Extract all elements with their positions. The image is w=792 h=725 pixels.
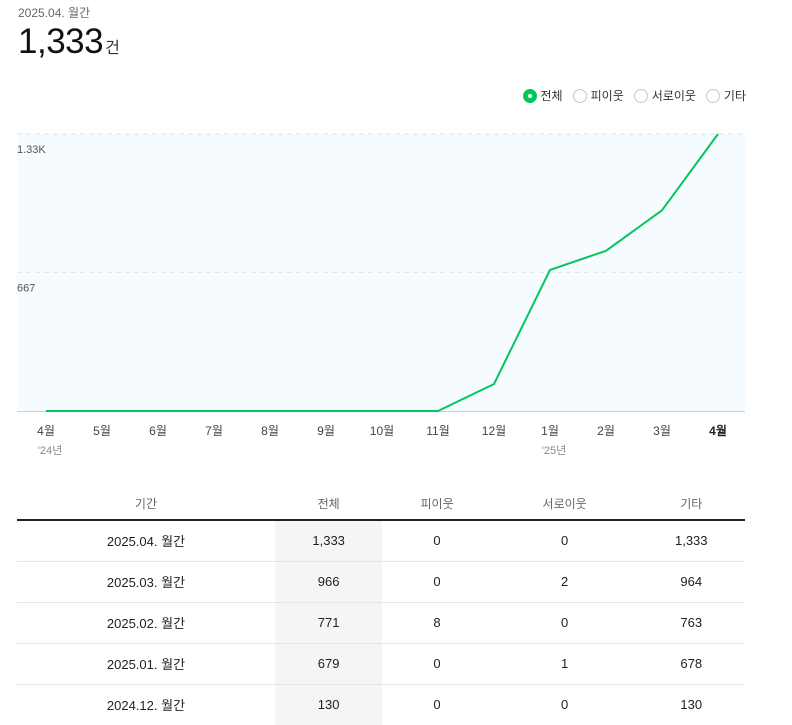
table-cell: 771	[274, 602, 383, 644]
table-row: 2025.02. 월간 771 8 0 763	[17, 602, 745, 644]
x-tick-label: 3월	[653, 424, 671, 438]
table-cell: 2025.02. 월간	[17, 602, 275, 644]
table-cell: 763	[637, 602, 745, 644]
table-cell: 130	[274, 684, 383, 725]
table-cell: 1	[491, 643, 638, 685]
table-cell: 0	[382, 684, 492, 725]
table-cell: 2	[491, 561, 638, 603]
x-tick-label: 5월	[93, 424, 111, 438]
header-period: 기간	[17, 487, 275, 521]
total-unit: 건	[105, 40, 120, 57]
table-cell: 130	[637, 684, 745, 725]
header-mutual-neighbor: 서로이웃	[491, 487, 638, 521]
filter-all[interactable]: 전체	[522, 87, 563, 104]
x-tick-label: 2월	[597, 424, 615, 438]
filter-label: 전체	[540, 89, 563, 103]
filter-label: 서로이웃	[651, 89, 696, 103]
table-header-row: 기간 전체 피이웃 서로이웃 기타	[17, 487, 745, 521]
filter-label: 피이웃	[590, 89, 624, 103]
table-cell: 0	[382, 561, 492, 603]
table-cell: 0	[491, 684, 638, 725]
total-value: 1,333	[18, 22, 104, 61]
filter-label: 기타	[723, 89, 746, 103]
table-cell: 0	[491, 602, 638, 644]
y-tick-label: 667	[17, 282, 35, 294]
total-count: 1,333 건	[18, 22, 120, 62]
table-cell: 964	[637, 561, 745, 603]
table-cell: 0	[491, 520, 638, 562]
table-row: 2025.01. 월간 679 0 1 678	[17, 643, 745, 685]
table-cell: 8	[382, 602, 492, 644]
table-cell: 1,333	[274, 520, 383, 562]
header-neighbor: 피이웃	[382, 487, 492, 521]
table-row: 2025.04. 월간 1,333 0 0 1,333	[17, 520, 745, 562]
x-tick-label: 4월	[37, 424, 55, 438]
x-tick-label: 9월	[317, 424, 335, 438]
filter-mutual-neighbor[interactable]: 서로이웃	[633, 87, 696, 104]
y-tick-label: 1.33K	[17, 144, 46, 156]
table-cell: 2025.04. 월간	[17, 520, 275, 562]
table-cell: 1,333	[637, 520, 745, 562]
filter-neighbor[interactable]: 피이웃	[572, 87, 624, 104]
line-chart: 667 1.33K 4월 '24년 5월 6월 7월 8월 9월 10월 11월 12월 1월 '25년 2…	[17, 133, 745, 457]
x-tick-label: 12월	[482, 424, 506, 438]
x-tick-label: 11월	[426, 424, 450, 438]
table-cell: 2024.12. 월간	[17, 684, 275, 725]
series-line	[46, 133, 719, 412]
x-tick-label: 8월	[261, 424, 279, 438]
x-tick-label: 6월	[149, 424, 167, 438]
series-filter: 전체 피이웃 서로이웃 기타	[522, 87, 746, 104]
radio-icon[interactable]	[705, 88, 720, 103]
x-tick-label: 10월	[370, 424, 394, 438]
table-row: 2025.03. 월간 966 0 2 964	[17, 561, 745, 603]
table-cell: 2025.03. 월간	[17, 561, 275, 603]
x-year-label: '24년	[38, 444, 62, 457]
chart-container: 667 1.33K 4월 '24년 5월 6월 7월 8월 9월 10월 11월 12월 1월 '25년 2…	[0, 118, 792, 468]
table-cell: 679	[274, 643, 383, 685]
table-row: 2024.12. 월간 130 0 0 130	[17, 684, 745, 725]
table-cell: 966	[274, 561, 383, 603]
x-year-label: '25년	[542, 444, 566, 457]
header-other: 기타	[637, 487, 745, 521]
radio-icon[interactable]	[522, 88, 537, 103]
x-tick-label: 7월	[205, 424, 223, 438]
header-total: 전체	[274, 487, 383, 521]
table-cell: 0	[382, 520, 492, 562]
period-label: 2025.04. 월간	[18, 6, 91, 20]
x-tick-label: 1월	[541, 424, 559, 438]
table-cell: 2025.01. 월간	[17, 643, 275, 685]
radio-icon[interactable]	[633, 88, 648, 103]
x-tick-label: 4월	[709, 423, 727, 438]
table-cell: 0	[382, 643, 492, 685]
radio-icon[interactable]	[572, 88, 587, 103]
table-cell: 678	[637, 643, 745, 685]
filter-other[interactable]: 기타	[705, 87, 746, 104]
stats-table: 기간 전체 피이웃 서로이웃 기타 2025.04. 월간 1,333 0 0 1,33…	[17, 487, 745, 725]
